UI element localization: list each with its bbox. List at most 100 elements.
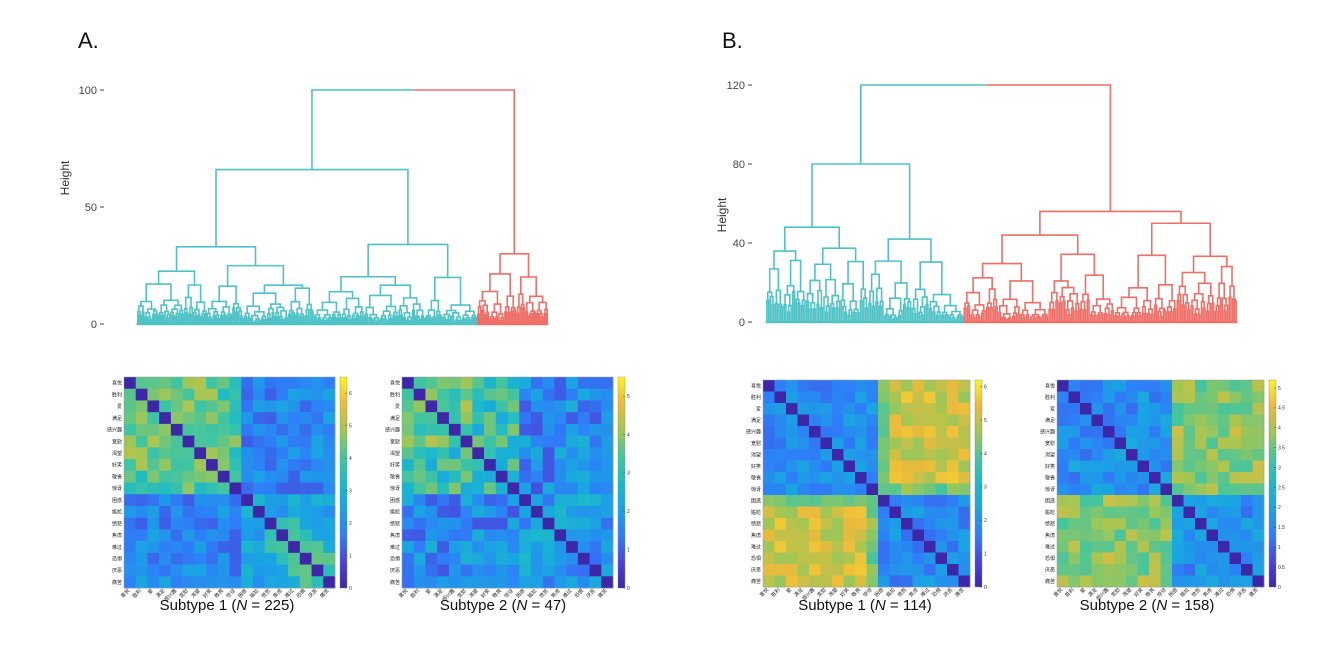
heatmap-cell bbox=[924, 449, 936, 461]
heatmap-cell bbox=[786, 380, 798, 392]
heatmap-cell bbox=[159, 412, 172, 425]
heatmap-cell bbox=[832, 506, 844, 519]
heatmap-cell bbox=[147, 552, 160, 565]
heatmap-cell bbox=[206, 400, 219, 413]
heatmap-cell bbox=[889, 403, 902, 415]
heatmap-cell bbox=[797, 426, 810, 438]
heatmap-row-label: 痛苦 bbox=[751, 578, 761, 585]
heatmap-row-label: 难过 bbox=[112, 544, 122, 551]
heatmap-cell bbox=[935, 437, 948, 450]
heatmap-cell bbox=[159, 423, 172, 436]
heatmap-cell bbox=[912, 403, 925, 415]
heatmap-cell bbox=[229, 447, 242, 460]
heatmap-frame bbox=[401, 376, 614, 589]
panel-b-heatmap-1-title: Subtype 1 (N = 114) bbox=[798, 597, 932, 614]
y-tick-label: 0 bbox=[91, 319, 97, 331]
heatmap-cell bbox=[1252, 449, 1265, 461]
heatmap-cell bbox=[820, 518, 833, 530]
heatmap-cell bbox=[577, 388, 590, 401]
heatmap-cell bbox=[460, 541, 473, 554]
heatmap-cell bbox=[1206, 506, 1219, 519]
heatmap-cell bbox=[1241, 541, 1253, 553]
heatmap-cell bbox=[1206, 414, 1219, 427]
heatmap-cell bbox=[878, 391, 890, 404]
dendrogram-link bbox=[766, 299, 770, 323]
panel-b-dendrogram-tree bbox=[765, 84, 1238, 324]
heatmap-cell bbox=[323, 529, 336, 542]
heatmap-col-label: 痛苦 bbox=[319, 587, 331, 599]
heatmap-cell bbox=[1172, 564, 1184, 576]
heatmap-cell bbox=[147, 388, 160, 401]
heatmap-cell bbox=[1206, 564, 1219, 576]
dendrogram-link bbox=[1051, 308, 1056, 323]
dendrogram-link bbox=[1223, 310, 1227, 323]
heatmap-cell bbox=[843, 449, 856, 461]
heatmap-cell bbox=[866, 529, 879, 542]
heatmap-cell bbox=[1114, 380, 1127, 392]
heatmap-cell bbox=[1241, 552, 1253, 565]
heatmap-cell bbox=[889, 472, 902, 484]
heatmap-cell bbox=[1218, 391, 1230, 404]
heatmap-cell bbox=[1149, 495, 1161, 507]
heatmap-cell bbox=[820, 483, 833, 496]
heatmap-cell bbox=[832, 460, 844, 473]
heatmap-cell bbox=[1229, 541, 1242, 553]
heatmap-cell bbox=[402, 505, 415, 518]
heatmap-cell bbox=[912, 472, 925, 484]
heatmap-cell bbox=[484, 541, 497, 554]
dendrogram-link bbox=[1053, 280, 1069, 294]
heatmap-cell bbox=[1218, 403, 1230, 415]
heatmap-cell bbox=[1080, 472, 1092, 484]
heatmap-cell bbox=[832, 449, 844, 461]
heatmap-cell bbox=[843, 483, 856, 496]
heatmap-cell bbox=[519, 541, 532, 554]
colorbar-tick-label: 5 bbox=[984, 418, 987, 424]
heatmap-cell bbox=[1149, 518, 1161, 530]
heatmap-row-label: 惊讶 bbox=[390, 485, 400, 492]
heatmap-cell bbox=[1057, 495, 1069, 507]
heatmap-cell bbox=[194, 482, 207, 495]
heatmap-cell bbox=[866, 391, 879, 404]
heatmap-cell bbox=[1068, 506, 1081, 519]
heatmap-cell bbox=[901, 518, 913, 530]
heatmap-cell bbox=[1080, 575, 1092, 588]
heatmap-cell bbox=[437, 400, 450, 413]
heatmap-cell bbox=[577, 447, 590, 460]
heatmap-cell bbox=[1229, 518, 1242, 530]
heatmap-cell bbox=[1103, 391, 1115, 404]
heatmap-cell bbox=[786, 506, 798, 519]
heatmap-cell bbox=[1103, 403, 1115, 415]
heatmap-cell bbox=[1137, 414, 1150, 427]
heatmap-cell bbox=[252, 470, 265, 483]
heatmap-cell bbox=[958, 506, 971, 519]
heatmap-cell bbox=[159, 529, 172, 542]
heatmap-cell bbox=[299, 505, 312, 518]
heatmap-cell bbox=[855, 414, 867, 427]
heatmap-cell bbox=[958, 472, 971, 484]
heatmap-cell bbox=[786, 414, 798, 427]
dendrogram-link bbox=[197, 314, 201, 325]
dendrogram-link bbox=[188, 313, 192, 325]
heatmap-cell bbox=[472, 412, 485, 425]
heatmap-cell bbox=[809, 541, 821, 553]
heatmap-cell bbox=[786, 460, 798, 473]
heatmap-cell bbox=[276, 505, 289, 518]
heatmap-cell bbox=[889, 564, 902, 576]
heatmap-cell bbox=[566, 541, 579, 554]
heatmap-cell bbox=[774, 414, 787, 427]
heatmap-cell bbox=[889, 495, 902, 507]
heatmap-cell bbox=[402, 482, 415, 495]
heatmap-cell bbox=[252, 517, 265, 530]
heatmap-cell bbox=[1229, 426, 1242, 438]
heatmap-cell bbox=[241, 517, 254, 530]
heatmap-cell bbox=[912, 437, 925, 450]
heatmap-cell bbox=[402, 423, 415, 436]
heatmap-cell bbox=[542, 529, 555, 542]
heatmap-row-label: 尴尬 bbox=[390, 509, 400, 516]
heatmap-cell bbox=[1229, 414, 1242, 427]
heatmap-cell bbox=[323, 517, 336, 530]
heatmap-cell bbox=[866, 449, 879, 461]
heatmap-cell bbox=[1080, 449, 1092, 461]
heatmap-cell bbox=[958, 552, 971, 565]
heatmap-cell bbox=[1149, 414, 1161, 427]
